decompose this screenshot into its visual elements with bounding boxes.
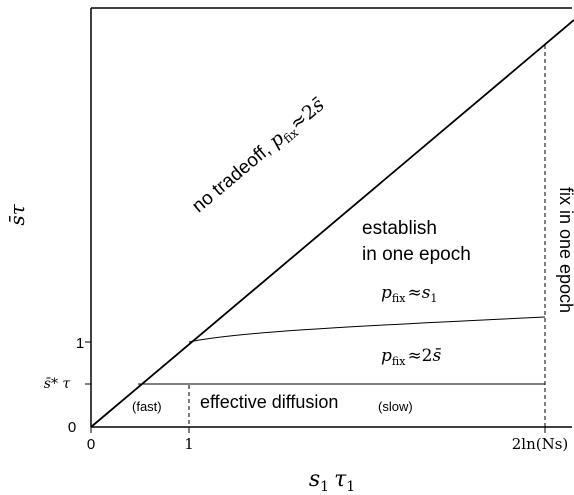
fix-one-epoch-label: fix in one epoch (556, 187, 574, 313)
x-tick-label-2lnNs: 2ln(Ns) (512, 435, 569, 453)
no-tradeoff-label: no tradeoff, pfix≈2s̄ (188, 94, 331, 219)
effective-diffusion-label: effective diffusion (200, 392, 338, 412)
y-tick-label-1: 1 (76, 335, 84, 352)
establish-label-line2: in one epoch (362, 244, 471, 265)
slow-label: (slow) (378, 399, 413, 414)
p-fix-s1-label: pfix ≈s1 (381, 283, 437, 305)
p-fix-2sbar-label: pfix ≈2s̄ (381, 346, 442, 368)
y-tick-label-sstar-tau: s̄* τ (44, 376, 71, 392)
diagonal-boundary (90, 19, 574, 428)
y-axis-label: s̄τ (5, 203, 29, 225)
x-tick-label-1: 1 (184, 435, 194, 453)
establish-label-line1: establish (362, 218, 437, 239)
x-axis-label: s1 τ1 (309, 467, 355, 495)
x-tick-label-0: 0 (87, 436, 95, 453)
fast-label: (fast) (132, 399, 162, 414)
y-tick-label-0: 0 (68, 419, 76, 436)
establish-boundary-curve (188, 316, 546, 343)
